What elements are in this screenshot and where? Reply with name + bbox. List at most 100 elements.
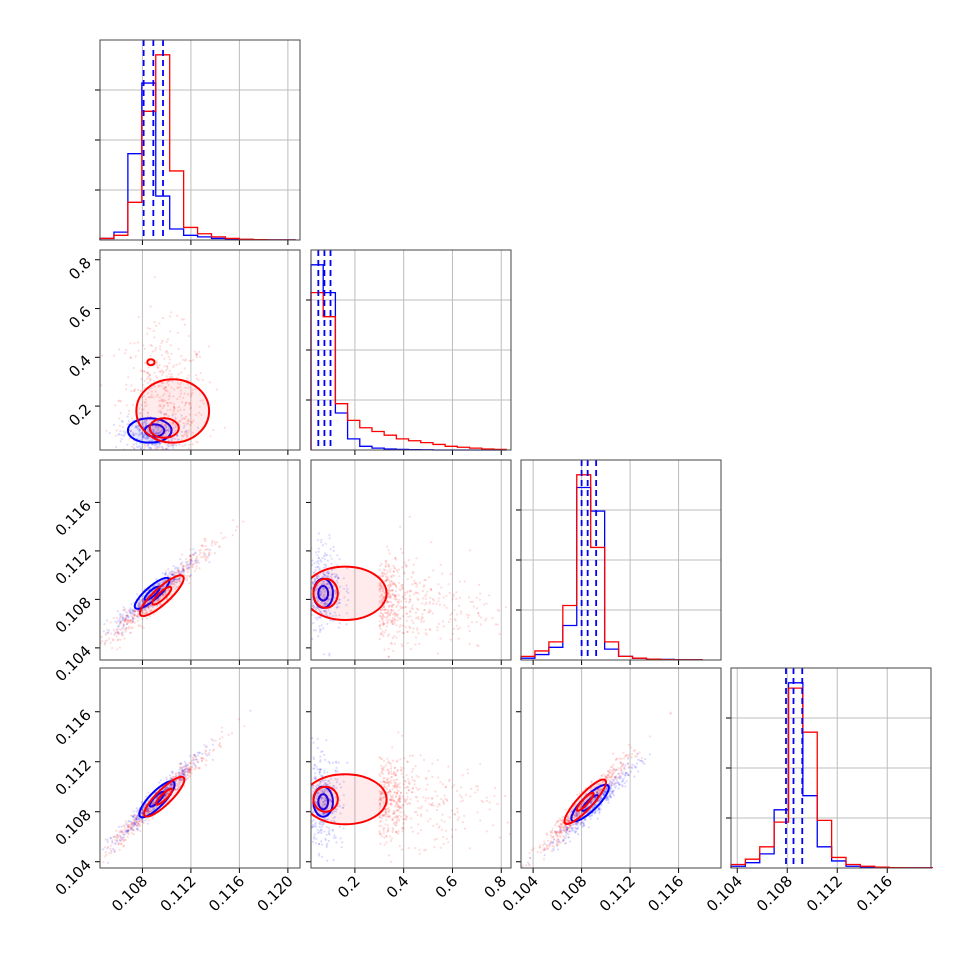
scatter-point [129,611,132,614]
scatter-point [151,439,154,442]
scatter-point [400,584,403,587]
scatter-point [309,773,311,775]
scatter-point [337,577,340,580]
scatter-point [392,822,395,825]
scatter-point [313,763,316,767]
scatter-point [139,600,142,604]
scatter-point [140,436,143,439]
scatter-point [186,567,189,571]
scatter-point [312,840,315,843]
scatter-point [417,616,420,619]
scatter-point [164,389,167,392]
scatter-point [401,827,404,830]
scatter-point [311,581,314,584]
scatter-point [444,797,447,801]
scatter-point [322,813,325,816]
scatter-point [176,567,179,571]
scatter-point [381,598,384,601]
scatter-point [399,525,402,528]
scatter-point [139,432,142,435]
scatter-point [619,767,623,770]
scatter-point [338,598,341,601]
scatter-point [407,559,410,562]
scatter-point [174,788,177,791]
scatter-point [152,396,155,399]
scatter-point [119,412,122,415]
scatter-point [316,600,319,603]
scatter-point [114,434,117,437]
scatter-point [187,768,190,771]
scatter-point [326,582,329,586]
scatter-point [131,431,134,434]
scatter-point [142,805,145,808]
scatter-point [382,573,385,576]
scatter-point [96,864,98,866]
scatter-point [138,433,141,436]
scatter-point [164,399,167,402]
scatter-point [171,784,174,787]
scatter-point [391,589,394,592]
scatter-point [129,453,131,455]
scatter-point [307,590,309,592]
scatter-point [442,835,445,839]
scatter-point [129,611,132,614]
scatter-point [491,824,495,827]
scatter-point [387,590,390,594]
scatter-point [307,580,309,582]
scatter-point [411,583,414,586]
scatter-point [186,773,190,777]
scatter-point [470,787,473,791]
scatter-point [578,811,581,814]
scatter-point [387,760,390,763]
scatter-point [320,628,323,632]
scatter-point [496,608,499,612]
scatter-point [339,837,342,840]
scatter-point [308,596,310,598]
scatter-point [405,591,408,594]
scatter-point [113,354,116,357]
scatter-point [123,620,126,623]
scatter-point [201,378,204,381]
scatter-point [169,375,172,378]
scatter-point [108,629,111,632]
scatter-point [395,801,398,804]
scatter-point [325,553,329,557]
scatter-point [194,758,197,761]
scatter-point [159,348,162,351]
scatter-point [479,623,482,626]
scatter-point [398,630,401,633]
scatter-point [304,580,306,582]
scatter-point [380,819,383,822]
scatter-point [152,430,155,433]
scatter-point [116,610,119,613]
scatter-point [137,434,140,437]
scatter-point [182,568,185,572]
scatter-point [476,607,479,610]
scatter-point [324,783,327,786]
scatter-point [112,423,116,426]
scatter-point [306,588,308,590]
scatter-point [308,556,310,558]
scatter-point [392,771,396,774]
scatter-point [414,636,418,639]
scatter-point [387,592,390,595]
scatter-point [165,375,168,378]
scatter-point [204,558,207,561]
scatter-point [326,583,329,586]
scatter-point [387,564,390,567]
scatter-point [147,606,150,609]
scatter-point [388,618,391,621]
scatter-point [132,818,135,821]
scatter-point [115,631,118,635]
scatter-point [194,388,197,391]
scatter-point [322,802,326,805]
scatter-point [443,802,446,806]
scatter-point [188,568,191,571]
scatter-point [305,576,307,578]
scatter-point [180,318,183,321]
scatter-point [382,596,385,600]
scatter-point [97,856,99,858]
scatter-point [142,819,145,822]
scatter-point [193,768,196,771]
scatter-point [407,615,410,618]
